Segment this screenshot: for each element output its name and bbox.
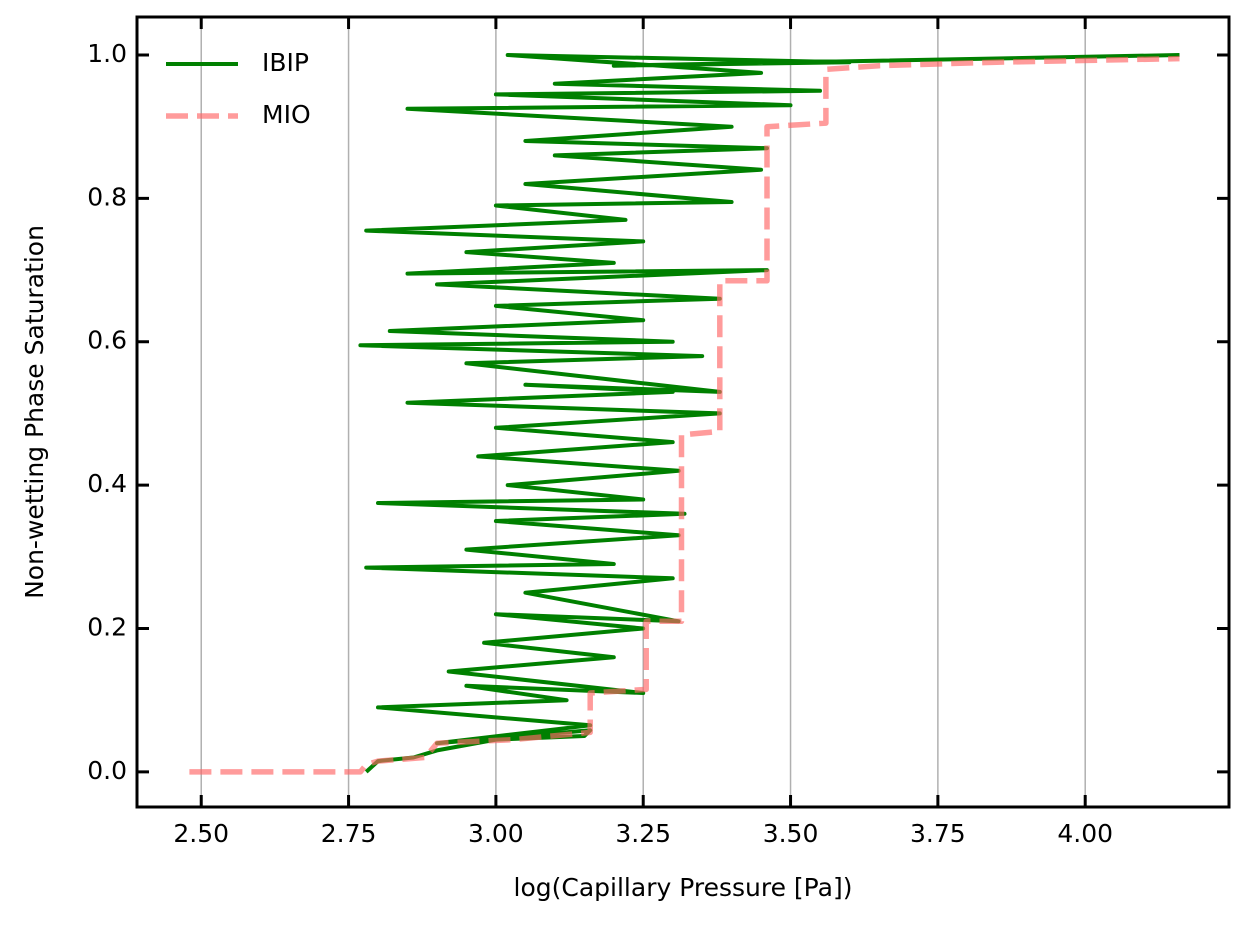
x-tick-label: 3.50: [763, 819, 819, 848]
y-tick-label: 0.0: [87, 756, 127, 785]
legend-label: MIO: [262, 100, 311, 129]
series-line: [189, 55, 1180, 775]
x-tick-label: 3.75: [910, 819, 966, 848]
series-line: [358, 53, 1180, 774]
legend-label: IBIP: [262, 48, 309, 77]
y-tick-label: 1.0: [87, 39, 127, 68]
y-tick-label: 0.4: [87, 469, 127, 498]
x-tick-label: 4.00: [1057, 819, 1113, 848]
y-tick-label: 0.2: [87, 612, 127, 641]
x-tick-label: 3.00: [468, 819, 524, 848]
x-tick-label: 2.50: [173, 819, 229, 848]
y-tick-label: 0.8: [87, 182, 127, 211]
x-tick-label: 3.25: [615, 819, 671, 848]
y-axis-label: Non-wetting Phase Saturation: [20, 225, 49, 599]
y-tick-label: 0.6: [87, 326, 127, 355]
x-axis-label: log(Capillary Pressure [Pa]): [514, 873, 853, 902]
x-tick-label: 2.75: [321, 819, 377, 848]
plot-frame: [135, 15, 1231, 809]
